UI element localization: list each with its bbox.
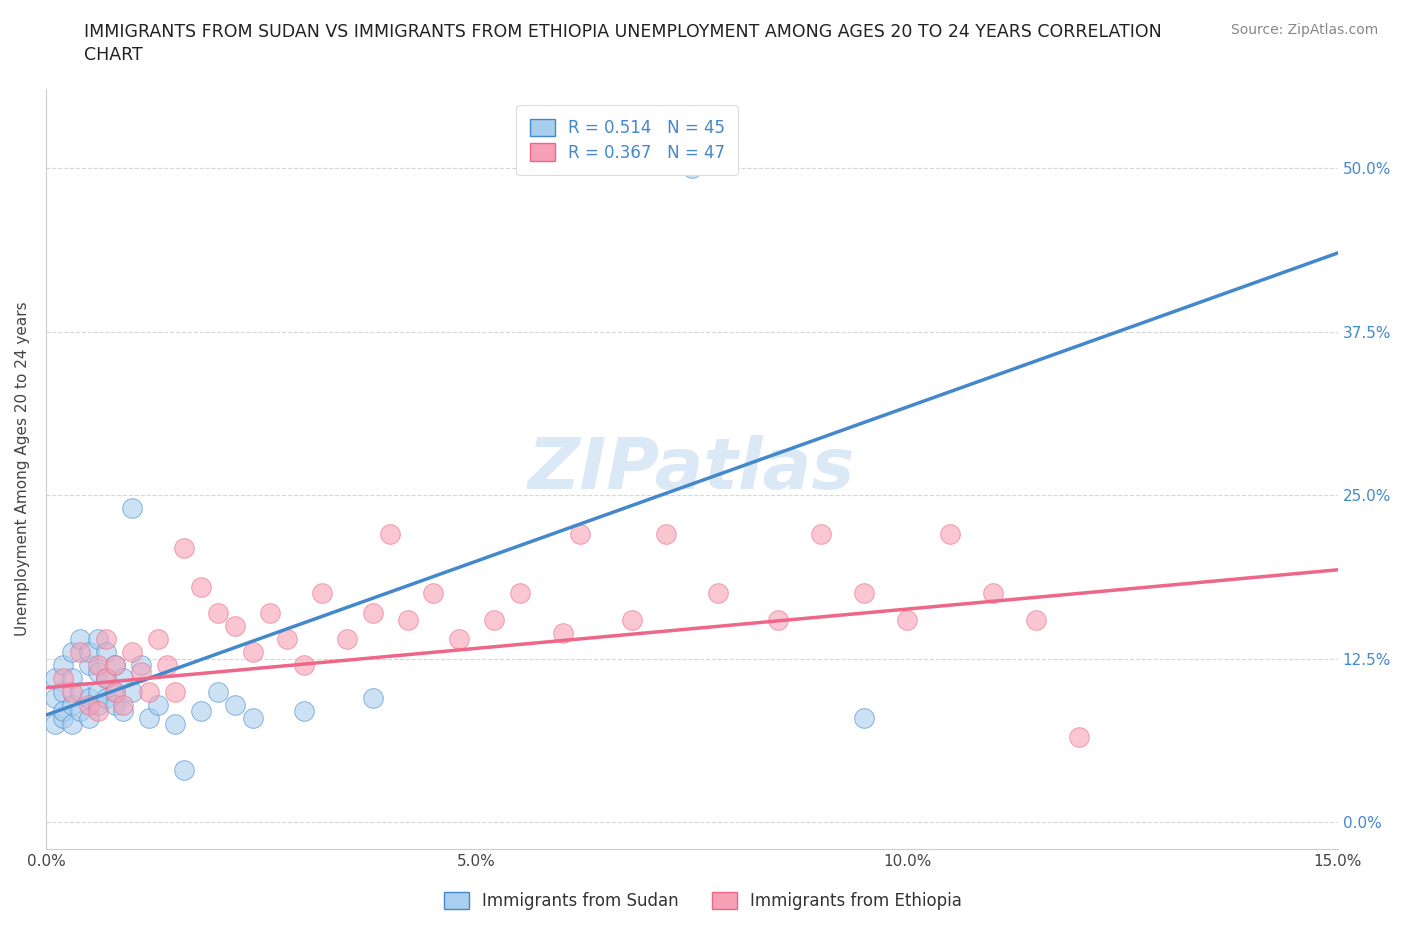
Point <box>96 631 118 646</box>
Point <box>138 684 160 699</box>
Point <box>60 717 83 732</box>
Point <box>121 684 143 699</box>
Point <box>104 684 127 699</box>
Point <box>551 625 574 640</box>
Point <box>112 698 135 712</box>
Point <box>292 704 315 719</box>
Point <box>259 605 281 620</box>
Point <box>1069 730 1091 745</box>
Point <box>449 631 471 646</box>
Point <box>981 586 1004 601</box>
Point <box>138 711 160 725</box>
Point <box>681 161 703 176</box>
Point <box>361 605 384 620</box>
Point <box>173 763 195 777</box>
Point <box>361 691 384 706</box>
Point <box>77 691 100 706</box>
Y-axis label: Unemployment Among Ages 20 to 24 years: Unemployment Among Ages 20 to 24 years <box>15 301 30 636</box>
Point <box>52 704 75 719</box>
Point <box>939 527 962 542</box>
Point <box>336 631 359 646</box>
Point <box>766 612 789 627</box>
Point <box>52 671 75 686</box>
Point <box>422 586 444 601</box>
Point <box>112 704 135 719</box>
Point <box>509 586 531 601</box>
Point <box>96 644 118 659</box>
Point <box>69 684 91 699</box>
Point <box>104 658 127 672</box>
Legend: Immigrants from Sudan, Immigrants from Ethiopia: Immigrants from Sudan, Immigrants from E… <box>437 885 969 917</box>
Point <box>482 612 505 627</box>
Point <box>44 717 66 732</box>
Point <box>380 527 402 542</box>
Point <box>77 658 100 672</box>
Point <box>165 717 187 732</box>
Point <box>173 540 195 555</box>
Point <box>1025 612 1047 627</box>
Point <box>60 684 83 699</box>
Point <box>86 698 108 712</box>
Point <box>810 527 832 542</box>
Point <box>69 631 91 646</box>
Point <box>706 586 728 601</box>
Point <box>44 671 66 686</box>
Point <box>311 586 333 601</box>
Point <box>96 671 118 686</box>
Point <box>853 711 876 725</box>
Point <box>69 704 91 719</box>
Point <box>86 704 108 719</box>
Point <box>207 684 229 699</box>
Point <box>96 671 118 686</box>
Point <box>44 691 66 706</box>
Point <box>96 691 118 706</box>
Point <box>104 698 127 712</box>
Point <box>52 711 75 725</box>
Point <box>86 658 108 672</box>
Point <box>620 612 643 627</box>
Point <box>86 684 108 699</box>
Point <box>129 658 152 672</box>
Point <box>655 527 678 542</box>
Point <box>60 698 83 712</box>
Text: ZIPatlas: ZIPatlas <box>529 434 855 503</box>
Point <box>77 644 100 659</box>
Text: IMMIGRANTS FROM SUDAN VS IMMIGRANTS FROM ETHIOPIA UNEMPLOYMENT AMONG AGES 20 TO : IMMIGRANTS FROM SUDAN VS IMMIGRANTS FROM… <box>84 23 1163 41</box>
Point <box>190 704 212 719</box>
Point <box>86 664 108 679</box>
Text: CHART: CHART <box>84 46 143 64</box>
Point <box>129 664 152 679</box>
Point <box>60 644 83 659</box>
Point <box>242 644 264 659</box>
Point <box>60 671 83 686</box>
Point <box>155 658 177 672</box>
Point <box>86 631 108 646</box>
Point <box>190 579 212 594</box>
Text: Source: ZipAtlas.com: Source: ZipAtlas.com <box>1230 23 1378 37</box>
Point <box>146 698 169 712</box>
Point <box>52 684 75 699</box>
Point <box>224 618 246 633</box>
Point <box>112 671 135 686</box>
Point <box>52 658 75 672</box>
Point <box>77 698 100 712</box>
Point <box>121 644 143 659</box>
Point <box>292 658 315 672</box>
Point <box>165 684 187 699</box>
Point <box>853 586 876 601</box>
Point <box>104 684 127 699</box>
Point <box>568 527 591 542</box>
Legend: R = 0.514   N = 45, R = 0.367   N = 47: R = 0.514 N = 45, R = 0.367 N = 47 <box>516 105 738 175</box>
Point <box>276 631 298 646</box>
Point <box>121 501 143 516</box>
Point <box>69 644 91 659</box>
Point <box>242 711 264 725</box>
Point <box>104 658 127 672</box>
Point <box>207 605 229 620</box>
Point <box>77 711 100 725</box>
Point <box>896 612 918 627</box>
Point <box>396 612 419 627</box>
Point <box>146 631 169 646</box>
Point <box>224 698 246 712</box>
